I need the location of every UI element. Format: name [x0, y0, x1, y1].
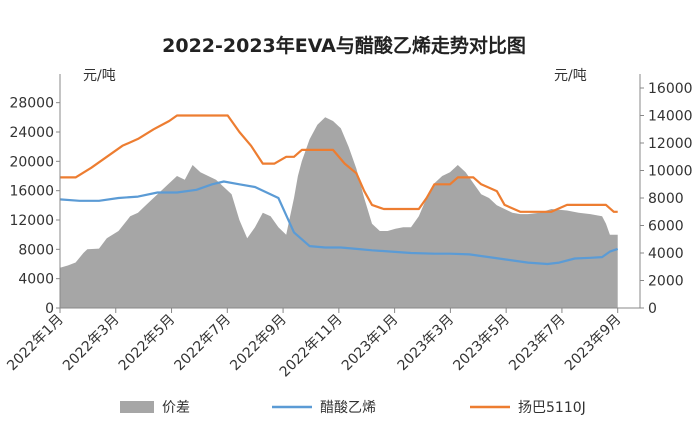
x-tick-label: 2023年7月	[506, 312, 569, 375]
left-tick-label: 12000	[9, 213, 54, 229]
legend-swatch	[120, 401, 154, 413]
right-tick-label: 16000	[648, 81, 693, 97]
x-tick-label: 2023年9月	[562, 312, 625, 375]
legend: 价差 醋酸乙烯 扬巴5110J	[120, 400, 586, 416]
chart-title: 2022-2023年EVA与醋酸乙烯走势对比图	[162, 34, 526, 57]
right-tick-label: 10000	[648, 164, 693, 180]
right-tick-label: 2000	[648, 274, 684, 290]
x-tick-label: 2023年1月	[339, 312, 402, 375]
right-tick-label: 6000	[648, 219, 684, 235]
x-tick-label: 2023年5月	[450, 312, 513, 375]
right-tick-label: 14000	[648, 109, 693, 125]
x-tick-label: 2022年5月	[116, 312, 179, 375]
series-line-vae	[59, 180, 619, 266]
left-tick-label: 4000	[18, 272, 54, 288]
legend-label: 扬巴5110J	[518, 400, 586, 416]
right-axis-unit: 元/吨	[554, 68, 587, 84]
x-tick-label: 2022年3月	[60, 312, 123, 375]
series-line-eva	[60, 114, 618, 213]
legend-label: 价差	[162, 400, 190, 416]
legend-label: 醋酸乙烯	[320, 400, 376, 416]
left-tick-label: 16000	[9, 184, 54, 200]
left-tick-label: 20000	[9, 154, 54, 170]
left-axis-unit: 元/吨	[83, 68, 116, 84]
left-tick-label: 24000	[9, 125, 54, 141]
left-tick-label: 8000	[18, 242, 54, 258]
x-tick-label: 2022年7月	[172, 312, 235, 375]
plot-area	[59, 114, 619, 308]
legend-eva: 扬巴5110J	[470, 400, 586, 416]
legend-spread: 价差	[120, 400, 190, 416]
legend-vae: 醋酸乙烯	[272, 400, 376, 416]
right-tick-label: 4000	[648, 246, 684, 262]
x-tick-label: 2022年1月	[4, 312, 67, 375]
x-tick-label: 2023年3月	[395, 312, 458, 375]
series-area-spread	[60, 117, 618, 308]
left-tick-label: 28000	[9, 96, 54, 112]
left-tick-label: 0	[45, 301, 54, 317]
right-tick-label: 8000	[648, 191, 684, 207]
right-tick-label: 0	[648, 301, 657, 317]
right-tick-label: 12000	[648, 136, 693, 152]
